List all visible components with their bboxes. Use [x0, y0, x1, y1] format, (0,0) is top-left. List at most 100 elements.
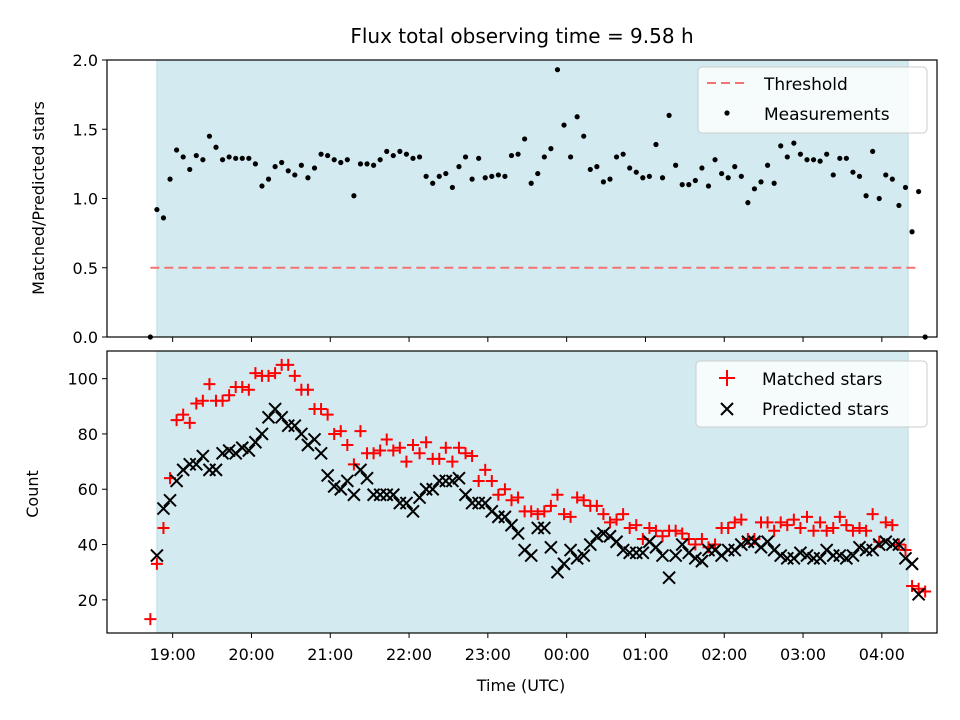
predicted-star-point [465, 496, 479, 510]
matched-star-point [728, 516, 741, 529]
matched-star-point [794, 521, 807, 534]
matched-star-point [505, 494, 518, 507]
predicted-star-point [471, 496, 486, 510]
measurement-point [686, 182, 692, 188]
measurement-point [423, 173, 429, 179]
predicted-star-point [662, 570, 676, 585]
predicted-star-point [202, 463, 217, 477]
matched-star-point [531, 508, 544, 521]
measurements-legend-swatch [724, 110, 730, 116]
bottom-axes-frame [106, 350, 938, 634]
predicted-star-point [741, 535, 755, 549]
predicted-star-point [668, 548, 683, 563]
matched-star-point [439, 441, 452, 454]
measurement-point [856, 173, 863, 179]
measurement-point [916, 188, 922, 195]
matched-star-point [203, 378, 216, 391]
matched-star-point [899, 544, 912, 557]
measurement-point [246, 155, 252, 161]
measurement-point [778, 143, 784, 149]
matched-star-point [814, 516, 827, 529]
measurement-point [482, 175, 488, 181]
predicted-star-point [452, 471, 466, 485]
predicted-star-point [150, 548, 164, 563]
measurement-point [213, 144, 219, 150]
measurement-point [180, 154, 186, 160]
matched-star-point [630, 519, 643, 532]
top-panel: 0.00.51.01.52.0 Matched/Predicted stars … [29, 51, 938, 347]
measurement-point [462, 154, 469, 160]
predicted-star-point [248, 435, 263, 449]
matched-star-point [735, 513, 748, 526]
matched-star-point [603, 516, 616, 529]
matched-star-point [380, 433, 393, 446]
predicted-star-point [498, 510, 512, 524]
matched-star-point [512, 491, 525, 504]
measurement-point [430, 180, 436, 186]
predicted-star-point [255, 427, 269, 441]
predicted-star-point [314, 446, 328, 461]
measurement-point [574, 114, 580, 120]
predicted-star-point [885, 537, 900, 552]
matched-star-point [446, 455, 459, 468]
predicted-star-point [406, 504, 420, 519]
predicted-star-point [550, 565, 565, 579]
y-tick-label: 0.5 [73, 259, 98, 278]
measurement-point [377, 157, 383, 163]
predicted-star-point [780, 551, 794, 566]
predicted-star-point [806, 551, 821, 566]
measurement-point [154, 206, 160, 213]
predicted-star-point [721, 543, 735, 557]
measurement-point [600, 179, 607, 185]
measurement-point [837, 155, 843, 161]
predicted-star-point [393, 496, 407, 510]
measurement-point [764, 162, 771, 168]
top-x-ticks [172, 337, 883, 342]
matched-star-point [269, 367, 282, 380]
measurement-point [384, 148, 390, 155]
matched-star-point [315, 403, 328, 416]
matched-star-point [354, 425, 367, 438]
predicted-star-point [439, 474, 453, 488]
measurement-point [640, 175, 646, 181]
bottom-y-axis-label: Count [23, 470, 42, 518]
measurement-point [719, 170, 725, 177]
matched-star-point [912, 582, 925, 595]
predicted-star-point [412, 490, 427, 505]
matched-star-point [676, 527, 689, 540]
matched-star-point [643, 521, 656, 534]
measurement-point [187, 166, 193, 173]
matched-star-point [433, 452, 446, 465]
measurement-point [712, 157, 718, 163]
matched-star-point [150, 557, 163, 570]
matched-star-point [328, 427, 341, 440]
matched-star-point [886, 519, 899, 532]
measurement-point [390, 152, 396, 159]
matched-star-point [656, 530, 669, 543]
matched-star-point [420, 436, 433, 449]
x-tick-label: 22:00 [386, 645, 432, 664]
predicted-star-point [826, 548, 840, 563]
measurement-point [830, 172, 836, 178]
matched-star-point [479, 463, 492, 476]
measurement-point [607, 176, 613, 182]
measurement-point [567, 154, 574, 160]
predicted-star-point [353, 463, 368, 477]
predicted-star-point [189, 457, 204, 472]
x-tick-label: 00:00 [544, 645, 590, 664]
matched-star-point [249, 367, 262, 380]
measurement-point [620, 151, 626, 157]
matched-star-point [682, 533, 695, 545]
measurement-point [594, 164, 600, 170]
measurement-point [285, 168, 291, 174]
matched-star-point [840, 519, 853, 532]
predicted-star-point [261, 410, 276, 425]
matched-star-point [367, 447, 380, 460]
measurement-point [876, 195, 882, 202]
chart-title: Flux total observing time = 9.58 h [350, 24, 693, 48]
measurement-point [725, 175, 731, 181]
matched-star-point [374, 444, 387, 457]
matched-star-point [341, 439, 354, 451]
predicted-star-point [386, 488, 401, 502]
measurement-point [758, 179, 764, 185]
